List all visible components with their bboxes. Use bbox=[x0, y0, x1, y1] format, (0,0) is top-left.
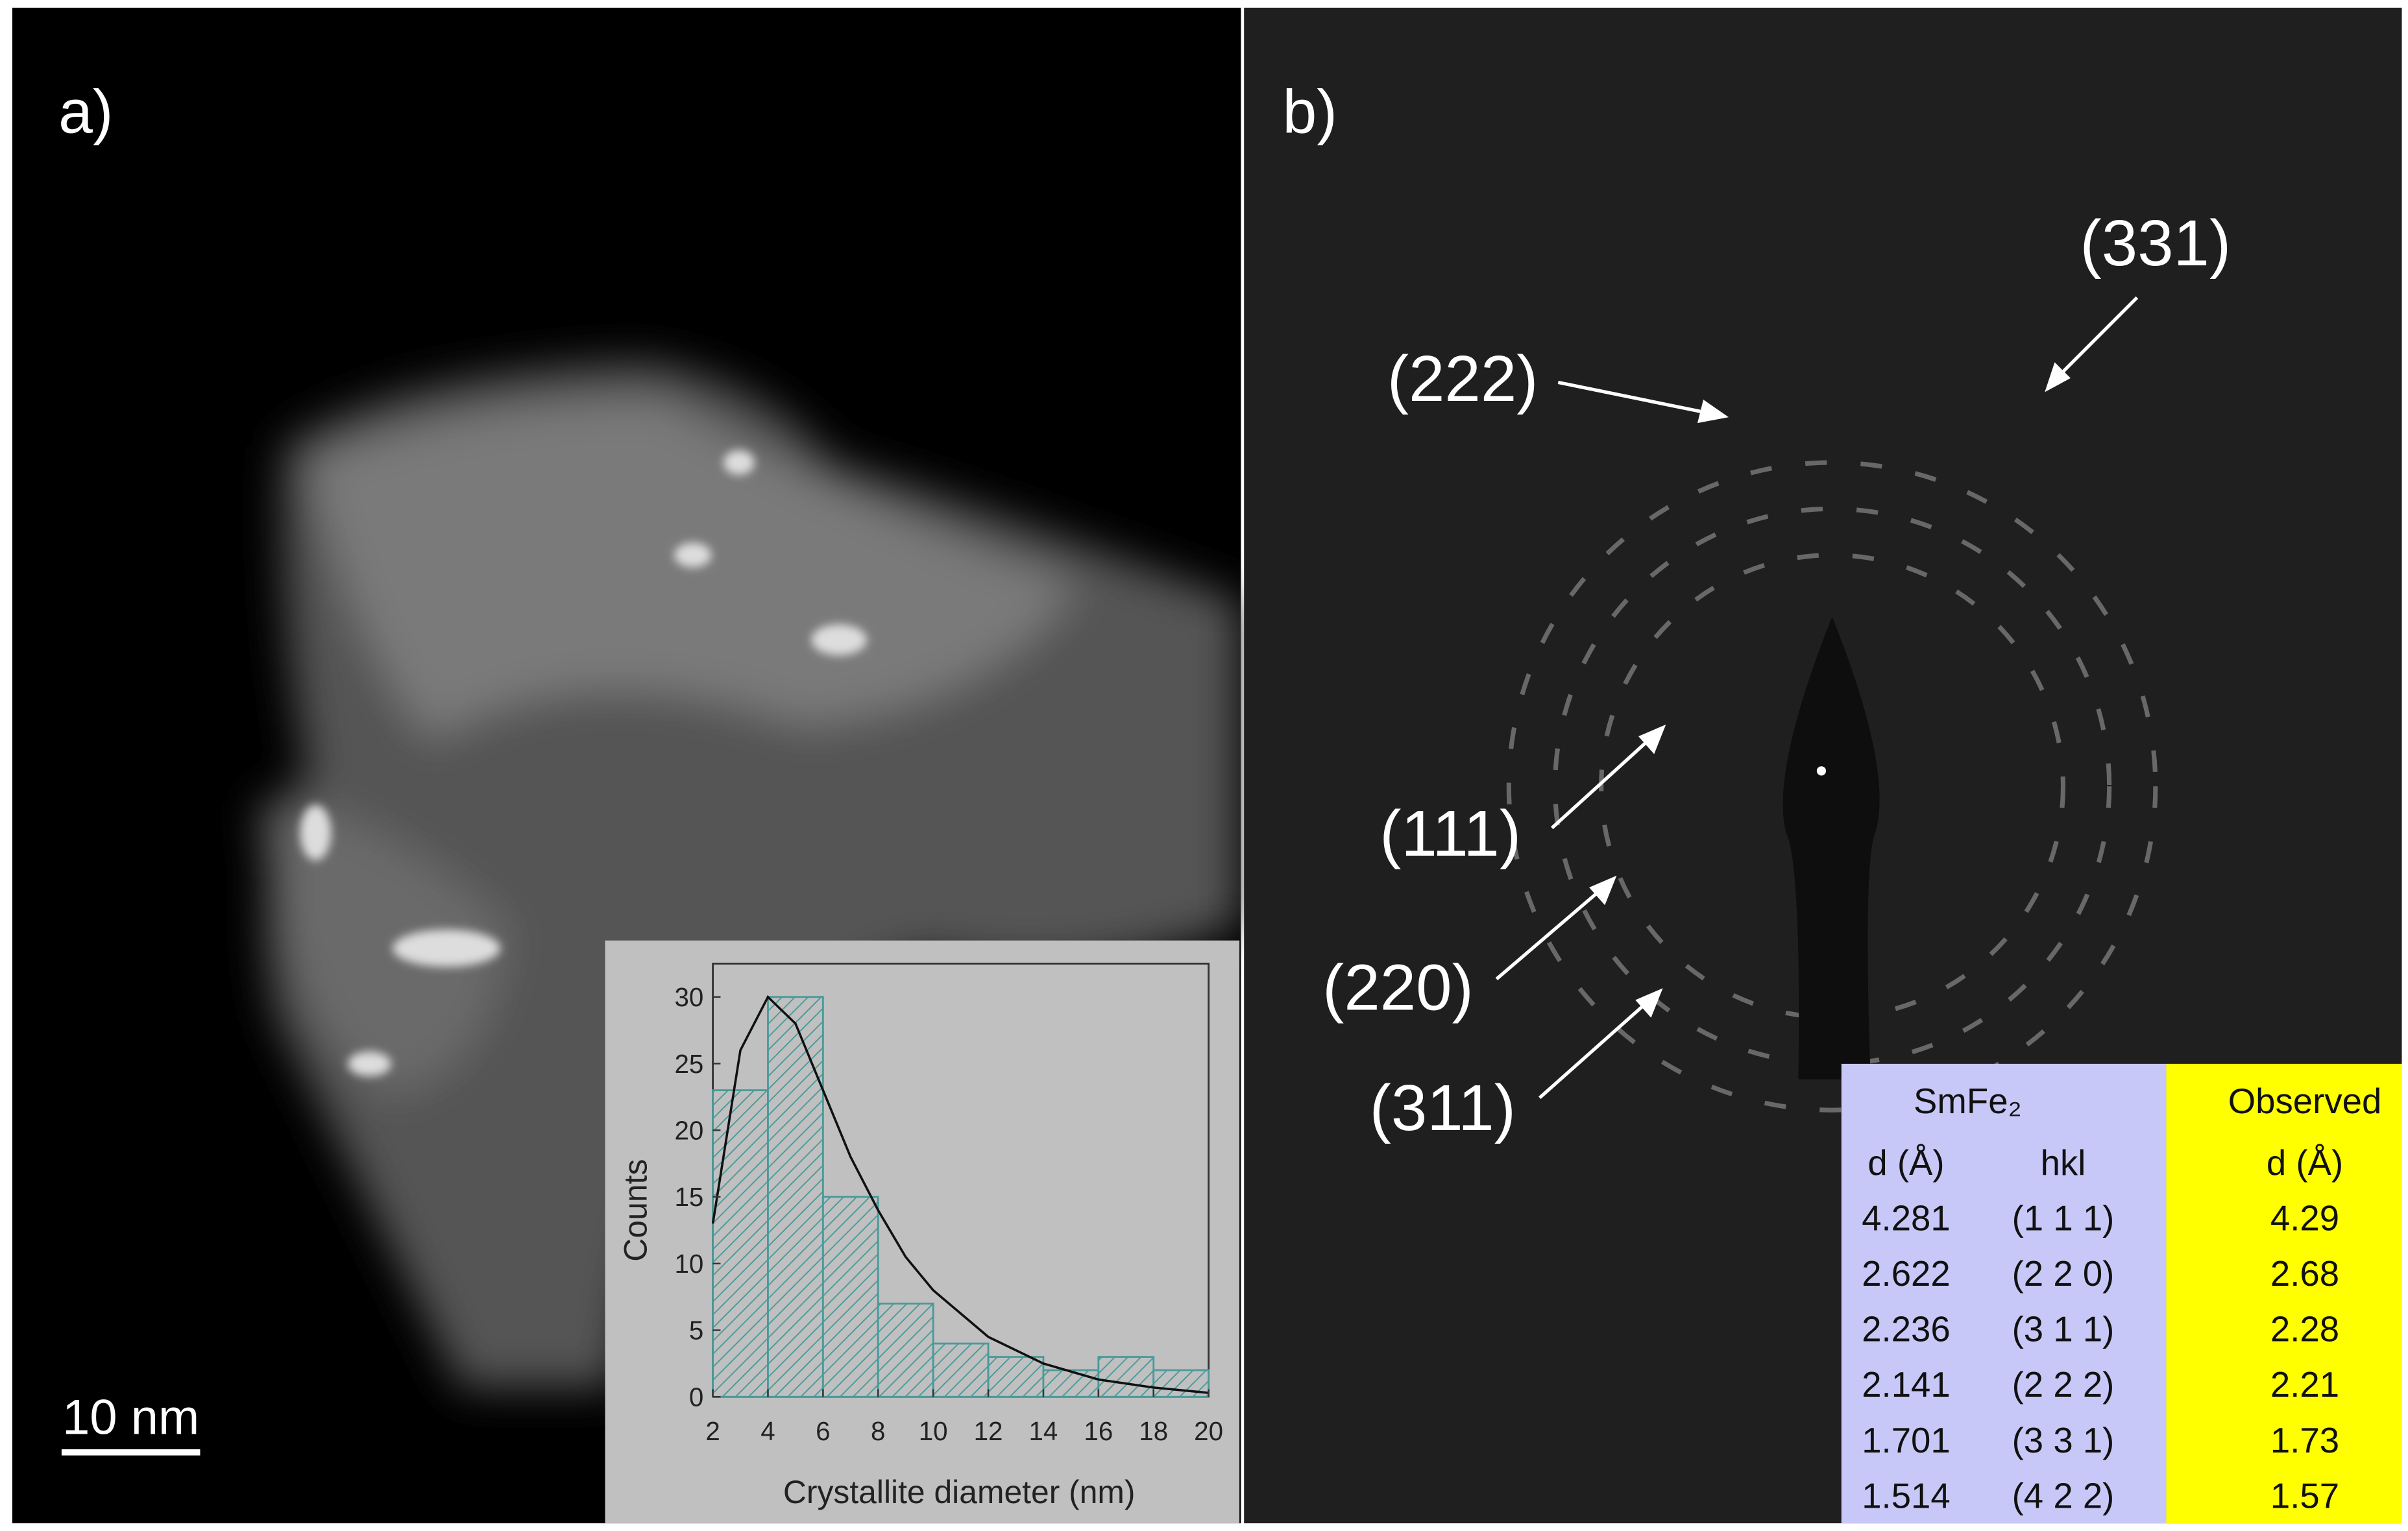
table-cell: (1 1 1) bbox=[2012, 1199, 2115, 1238]
table-cell: (3 1 1) bbox=[2012, 1310, 2115, 1349]
table-cell: 2.68 bbox=[2270, 1254, 2339, 1294]
bar bbox=[712, 1089, 769, 1398]
bar bbox=[1097, 1356, 1155, 1398]
table-cell: 2.28 bbox=[2270, 1310, 2339, 1349]
annotation: (222) bbox=[1387, 343, 1538, 415]
y-axis-label: Counts bbox=[618, 1159, 654, 1262]
central-spot bbox=[1816, 766, 1827, 776]
annotation: (331) bbox=[2080, 208, 2232, 280]
table-observed bbox=[2166, 1063, 2402, 1524]
y-tick-label: 25 bbox=[674, 1049, 703, 1079]
x-tick-label: 6 bbox=[816, 1416, 830, 1446]
bar bbox=[932, 1342, 990, 1398]
table-cell: 1.514 bbox=[1862, 1476, 1951, 1515]
x-tick-label: 8 bbox=[871, 1416, 885, 1446]
bar bbox=[821, 1196, 879, 1398]
y-tick-label: 20 bbox=[674, 1115, 703, 1145]
table-header: d (Å) bbox=[1867, 1143, 1944, 1183]
table-cell: (3 3 1) bbox=[2012, 1421, 2115, 1460]
panel-label: b) bbox=[1283, 77, 1337, 146]
x-axis-label: Crystallite diameter (nm) bbox=[783, 1474, 1136, 1510]
x-tick-label: 16 bbox=[1084, 1416, 1113, 1446]
annotation: (311) bbox=[1370, 1072, 1516, 1144]
y-tick-label: 15 bbox=[674, 1182, 703, 1212]
table-cell: 4.29 bbox=[2270, 1199, 2339, 1238]
table-cell: 2.21 bbox=[2270, 1365, 2339, 1404]
table-cell: 2.622 bbox=[1862, 1254, 1951, 1294]
panel-label: a) bbox=[58, 77, 113, 146]
table-cell: (2 2 0) bbox=[2012, 1254, 2115, 1294]
bright-spots bbox=[300, 450, 867, 1076]
x-tick-label: 18 bbox=[1139, 1416, 1168, 1446]
table-header: d (Å) bbox=[2267, 1143, 2343, 1183]
table-cell: (4 2 2) bbox=[2012, 1476, 2115, 1515]
table-cell: 2.236 bbox=[1862, 1310, 1951, 1349]
table-cell: 4.281 bbox=[1862, 1199, 1951, 1238]
y-tick-label: 30 bbox=[674, 982, 703, 1012]
table-cell: 2.141 bbox=[1862, 1365, 1951, 1404]
particle bbox=[261, 362, 1240, 1388]
table-group: Observed bbox=[2228, 1081, 2382, 1121]
x-tick-label: 14 bbox=[1029, 1416, 1058, 1446]
y-tick-label: 5 bbox=[689, 1316, 703, 1345]
bar bbox=[767, 996, 824, 1398]
bar bbox=[987, 1356, 1045, 1398]
x-tick-label: 2 bbox=[705, 1416, 720, 1446]
table-cell: 1.57 bbox=[2270, 1476, 2339, 1515]
scale-bar bbox=[61, 1449, 201, 1456]
table-cell: 1.73 bbox=[2270, 1421, 2339, 1460]
table-group: SmFe₂ bbox=[1914, 1081, 2022, 1121]
histogram-inset: Crystallite diameter (nm) Counts 2 4 6 8 10 1… bbox=[605, 940, 1240, 1524]
diffraction-rings bbox=[1506, 460, 2158, 1113]
inset-background bbox=[605, 940, 1240, 1524]
x-tick-label: 4 bbox=[760, 1416, 775, 1446]
x-tick-label: 10 bbox=[919, 1416, 948, 1446]
annotation: (220) bbox=[1322, 952, 1474, 1024]
y-tick-label: 10 bbox=[674, 1249, 703, 1279]
beam-stop bbox=[1782, 616, 1880, 1079]
bar bbox=[877, 1302, 934, 1398]
annotation: (111) bbox=[1380, 798, 1521, 870]
fit-curve bbox=[711, 995, 1209, 1394]
table-header: hkl bbox=[2041, 1143, 2086, 1183]
x-tick-label: 12 bbox=[974, 1416, 1003, 1446]
panel-a: a) 10 nm Crystallite diameter (nm) Count… bbox=[12, 7, 1241, 1524]
table-cell: 1.701 bbox=[1862, 1421, 1951, 1460]
y-tick-label: 0 bbox=[689, 1382, 703, 1412]
x-tick-label: 20 bbox=[1194, 1416, 1223, 1446]
table-cell: (2 2 2) bbox=[2012, 1365, 2115, 1404]
bar bbox=[1042, 1369, 1100, 1398]
scale-bar-label: 10 nm bbox=[62, 1390, 199, 1445]
arrows bbox=[1495, 296, 2139, 1100]
panel-b: b) (222) (331) (111) (220) (311) SmFe₂ Observ… bbox=[1244, 7, 2402, 1524]
table-reference bbox=[1841, 1063, 2167, 1524]
